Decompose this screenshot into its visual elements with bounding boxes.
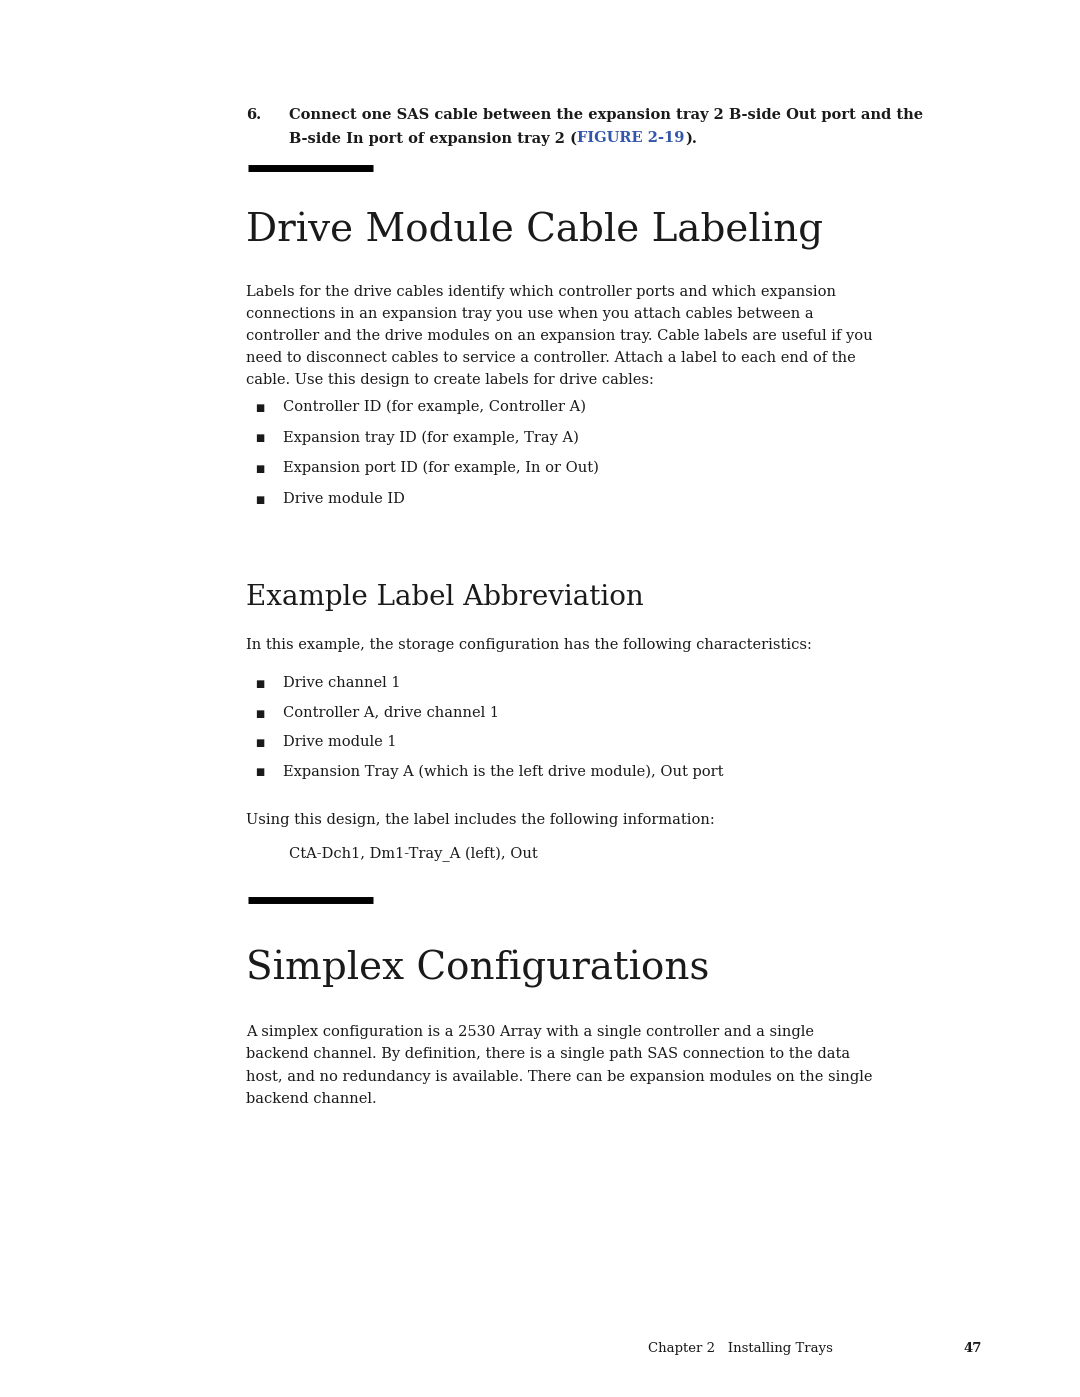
Text: controller and the drive modules on an expansion tray. Cable labels are useful i: controller and the drive modules on an e… [246, 330, 873, 344]
Text: ■: ■ [255, 680, 265, 689]
Text: need to disconnect cables to service a controller. Attach a label to each end of: need to disconnect cables to service a c… [246, 351, 856, 365]
Text: connections in an expansion tray you use when you attach cables between a: connections in an expansion tray you use… [246, 307, 814, 321]
Text: Controller ID (for example, Controller A): Controller ID (for example, Controller A… [283, 400, 586, 414]
Text: backend channel. By definition, there is a single path SAS connection to the dat: backend channel. By definition, there is… [246, 1048, 850, 1062]
Text: ■: ■ [255, 465, 265, 474]
Text: 6.: 6. [246, 108, 261, 122]
Text: Drive channel 1: Drive channel 1 [283, 676, 401, 690]
Text: Using this design, the label includes the following information:: Using this design, the label includes th… [246, 813, 715, 827]
Text: Labels for the drive cables identify which controller ports and which expansion: Labels for the drive cables identify whi… [246, 285, 836, 299]
Text: Drive module 1: Drive module 1 [283, 735, 396, 749]
Text: CtA-Dch1, Dm1-Tray_A (left), Out: CtA-Dch1, Dm1-Tray_A (left), Out [289, 847, 538, 862]
Text: Controller A, drive channel 1: Controller A, drive channel 1 [283, 705, 499, 719]
Text: cable. Use this design to create labels for drive cables:: cable. Use this design to create labels … [246, 373, 654, 387]
Text: Chapter 2   Installing Trays: Chapter 2 Installing Trays [648, 1343, 833, 1355]
Text: backend channel.: backend channel. [246, 1091, 377, 1105]
Text: Simplex Configurations: Simplex Configurations [246, 950, 710, 988]
Text: Connect one SAS cable between the expansion tray 2 B-side Out port and the: Connect one SAS cable between the expans… [289, 108, 923, 122]
Text: ■: ■ [255, 710, 265, 718]
Text: ■: ■ [255, 404, 265, 412]
Text: Expansion port ID (for example, In or Out): Expansion port ID (for example, In or Ou… [283, 461, 598, 475]
Text: Example Label Abbreviation: Example Label Abbreviation [246, 584, 644, 610]
Text: Expansion tray ID (for example, Tray A): Expansion tray ID (for example, Tray A) [283, 430, 579, 444]
Text: ■: ■ [255, 496, 265, 504]
Text: A simplex configuration is a 2530 Array with a single controller and a single: A simplex configuration is a 2530 Array … [246, 1025, 814, 1039]
Text: ■: ■ [255, 739, 265, 747]
Text: Drive Module Cable Labeling: Drive Module Cable Labeling [246, 212, 823, 250]
Text: Expansion Tray A (which is the left drive module), Out port: Expansion Tray A (which is the left driv… [283, 764, 724, 778]
Text: 47: 47 [963, 1343, 982, 1355]
Text: B-side In port of expansion tray 2 (: B-side In port of expansion tray 2 ( [289, 131, 578, 145]
Text: Drive module ID: Drive module ID [283, 492, 405, 506]
Text: FIGURE 2-19: FIGURE 2-19 [578, 131, 685, 145]
Text: ■: ■ [255, 768, 265, 777]
Text: ).: ). [685, 131, 697, 145]
Text: In this example, the storage configuration has the following characteristics:: In this example, the storage configurati… [246, 638, 812, 652]
Text: host, and no redundancy is available. There can be expansion modules on the sing: host, and no redundancy is available. Th… [246, 1070, 873, 1084]
Text: ■: ■ [255, 434, 265, 443]
